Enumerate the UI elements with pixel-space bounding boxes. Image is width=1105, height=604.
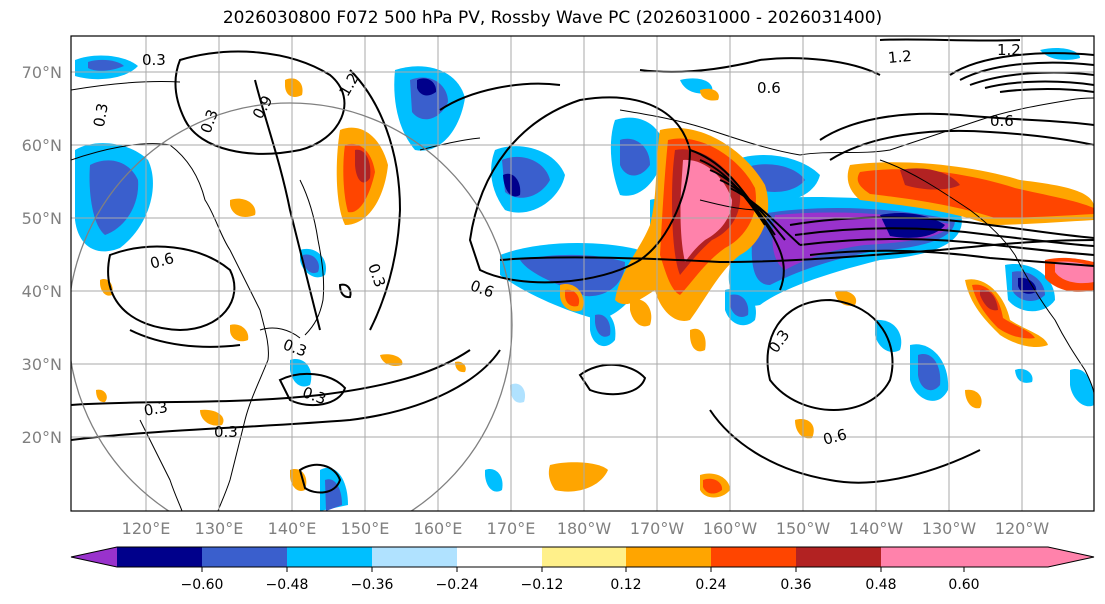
- latitude-labels: 70°N 60°N 50°N 40°N 30°N 20°N: [22, 63, 62, 447]
- map-frame: [70, 35, 1095, 512]
- colorbar-segment: [542, 547, 626, 567]
- colorbar-tick-label: 0.36: [780, 577, 811, 593]
- colorbar-segment: [372, 547, 457, 567]
- lat-label-30n: 30°N: [22, 355, 62, 374]
- lon-label: 120°E: [122, 519, 171, 538]
- contour-label: 0.3: [214, 423, 238, 441]
- contour-label: 0.3: [142, 51, 166, 69]
- pv-contours: [71, 38, 1094, 494]
- colorbar-outline: [70, 546, 1095, 568]
- map-content: 0.3 0.3 0.3 0.3 0.6 0.6 0.6 0.6 0.9 1.2 …: [71, 36, 1094, 511]
- contour-label: 0.6: [148, 249, 176, 273]
- contour-label: 0.3: [90, 102, 112, 129]
- colorbar-segment: [881, 547, 964, 567]
- lon-label: 140°W: [849, 519, 904, 538]
- colorbar-segment: [202, 547, 287, 567]
- colorbar-tick-label: −0.12: [521, 577, 564, 593]
- lat-label-70n: 70°N: [22, 63, 62, 82]
- colorbar-segment: [287, 547, 372, 567]
- colorbar-tick-label: −0.36: [351, 577, 394, 593]
- contour-label: 0.6: [990, 112, 1014, 130]
- lon-label: 170°W: [630, 519, 685, 538]
- colorbar-tick-label: 0.60: [948, 577, 979, 593]
- lon-label: 130°W: [922, 519, 977, 538]
- contour-labels: 0.3 0.3 0.3 0.3 0.6 0.6 0.6 0.6 0.9 1.2 …: [90, 41, 1021, 449]
- lat-label-50n: 50°N: [22, 209, 62, 228]
- colorbar-segment: [626, 547, 711, 567]
- lon-label: 160°E: [414, 519, 463, 538]
- lon-label: 150°E: [341, 519, 390, 538]
- colorbar-tick-label: −0.60: [181, 577, 224, 593]
- negative-anomaly-patches: [75, 47, 1094, 511]
- lon-label: 130°E: [195, 519, 244, 538]
- colorbar: −0.60 −0.48 −0.36 −0.24 −0.12 0.12 0.24 …: [70, 546, 1095, 593]
- colorbar-segment: [117, 547, 202, 567]
- colorbar-tick-labels: −0.60 −0.48 −0.36 −0.24 −0.12 0.12 0.24 …: [181, 577, 980, 593]
- map-title: 2026030800 F072 500 hPa PV, Rossby Wave …: [222, 8, 883, 28]
- contour-label: 1.2: [887, 47, 912, 67]
- colorbar-tick-label: −0.48: [266, 577, 309, 593]
- colorbar-extend-low: [71, 547, 117, 567]
- grid-lines: [71, 36, 1094, 511]
- contour-label: 0.3: [142, 398, 169, 420]
- colorbar-ticks: [201, 567, 965, 572]
- colorbar-segment: [457, 547, 542, 567]
- coastlines: [71, 81, 1094, 511]
- lat-label-60n: 60°N: [22, 136, 62, 155]
- colorbar-tick-label: 0.24: [695, 577, 726, 593]
- colorbar-segment: [711, 547, 796, 567]
- colorbar-tick-label: −0.24: [436, 577, 479, 593]
- contour-label: 1.2: [997, 41, 1021, 59]
- colorbar-tick-label: 0.12: [610, 577, 641, 593]
- colorbar-extend-high: [964, 547, 1094, 567]
- contour-label: 0.6: [757, 79, 781, 97]
- lon-label: 140°E: [268, 519, 317, 538]
- colorbar-tick-label: 0.48: [865, 577, 896, 593]
- lon-label: 160°W: [703, 519, 758, 538]
- lat-label-20n: 20°N: [22, 428, 62, 447]
- contour-label: 0.6: [821, 425, 849, 449]
- positive-anomaly-patches: [96, 78, 1094, 498]
- lon-label: 150°W: [776, 519, 831, 538]
- lon-label: 180°W: [557, 519, 612, 538]
- longitude-labels: 120°E 130°E 140°E 150°E 160°E 170°E 180°…: [122, 519, 1050, 538]
- lat-label-40n: 40°N: [22, 282, 62, 301]
- colorbar-segment: [796, 547, 881, 567]
- lon-label: 170°E: [487, 519, 536, 538]
- reference-circle: [71, 102, 513, 511]
- lon-label: 120°W: [995, 519, 1050, 538]
